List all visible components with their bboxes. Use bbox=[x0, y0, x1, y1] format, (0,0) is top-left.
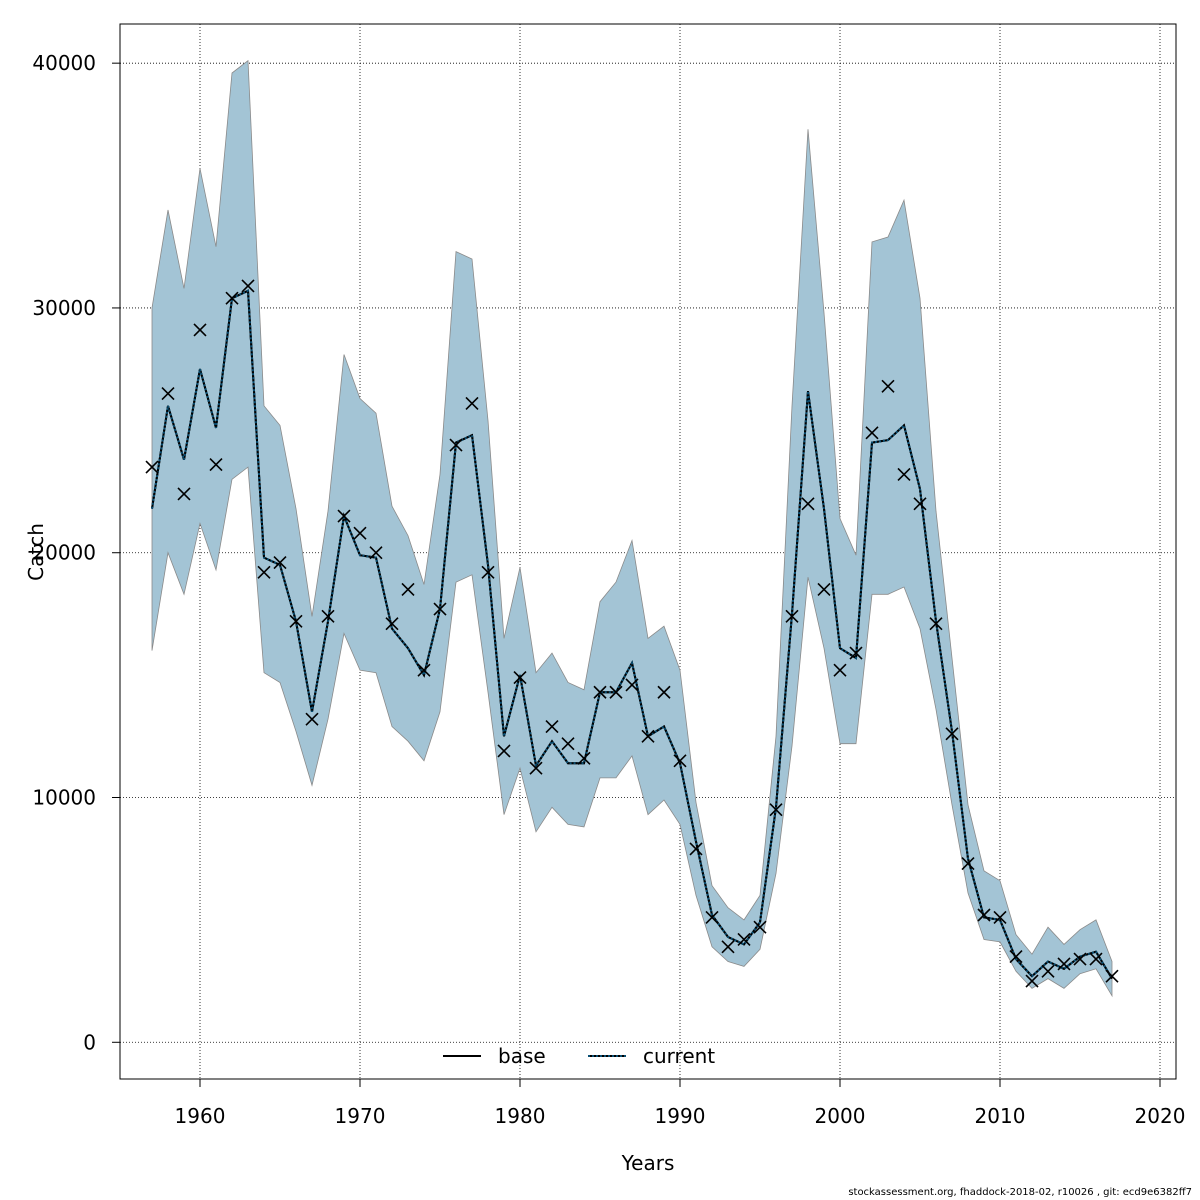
observed-point bbox=[1089, 952, 1103, 966]
observed-point bbox=[705, 910, 719, 925]
observed-point bbox=[305, 712, 319, 726]
y-axis-title: Catch bbox=[24, 523, 48, 581]
observed-point bbox=[1009, 950, 1023, 964]
observed-point bbox=[753, 920, 767, 934]
observed-point bbox=[145, 460, 159, 474]
observed-point bbox=[721, 940, 735, 954]
observed-point bbox=[321, 609, 335, 623]
observed-point bbox=[1057, 957, 1071, 971]
confidence-band bbox=[151, 59, 1113, 998]
series-layer bbox=[151, 289, 1113, 980]
y-tick-label: 20000 bbox=[32, 541, 96, 565]
y-tick-label: 40000 bbox=[32, 51, 96, 75]
observed-point bbox=[977, 908, 991, 922]
x-tick-label: 2000 bbox=[815, 1104, 866, 1128]
y-axis: 0 10000 20000 30000 40000 bbox=[32, 51, 121, 1054]
observed-points bbox=[145, 279, 1119, 988]
observed-point bbox=[1073, 952, 1087, 966]
observed-point bbox=[273, 555, 287, 570]
observed-point bbox=[401, 582, 415, 597]
x-axis: 1960 1970 1980 1990 2000 2010 2020 bbox=[175, 1078, 1186, 1128]
observed-point bbox=[449, 438, 463, 452]
observed-point bbox=[881, 379, 895, 393]
observed-point bbox=[609, 685, 623, 699]
observed-point bbox=[657, 685, 671, 699]
observed-point bbox=[241, 279, 255, 293]
observed-point bbox=[193, 323, 207, 337]
observed-point bbox=[1025, 974, 1039, 988]
observed-point bbox=[257, 565, 271, 579]
observed-point bbox=[801, 497, 815, 511]
observed-point bbox=[897, 467, 911, 481]
footnote: stockassessment.org, fhaddock-2018-02, r… bbox=[848, 1187, 1192, 1198]
observed-point bbox=[1041, 964, 1055, 978]
observed-point bbox=[465, 396, 479, 410]
observed-point bbox=[529, 761, 543, 775]
observed-point bbox=[961, 857, 975, 871]
observed-point bbox=[577, 751, 591, 765]
x-tick-label: 1980 bbox=[495, 1104, 546, 1128]
x-tick-label: 1960 bbox=[175, 1104, 226, 1128]
observed-point bbox=[993, 910, 1007, 925]
legend: base current bbox=[443, 1044, 715, 1068]
observed-point bbox=[945, 727, 959, 741]
observed-point bbox=[817, 582, 831, 597]
observed-point bbox=[593, 685, 607, 699]
observed-point bbox=[177, 487, 191, 501]
y-tick-label: 0 bbox=[83, 1030, 96, 1054]
observed-point bbox=[625, 678, 639, 692]
x-tick-label: 2010 bbox=[975, 1104, 1026, 1128]
observed-point bbox=[161, 387, 175, 401]
observed-point bbox=[417, 663, 431, 677]
observed-point bbox=[641, 729, 655, 743]
observed-point bbox=[929, 617, 943, 631]
observed-point bbox=[513, 670, 527, 685]
observed-point bbox=[353, 526, 367, 540]
y-tick-label: 10000 bbox=[32, 786, 96, 810]
observed-point bbox=[209, 458, 223, 472]
observed-point bbox=[769, 803, 783, 817]
y-tick-label: 30000 bbox=[32, 296, 96, 320]
observed-point bbox=[433, 602, 447, 616]
observed-point bbox=[369, 546, 383, 560]
x-tick-label: 1990 bbox=[655, 1104, 706, 1128]
x-tick-label: 2020 bbox=[1135, 1104, 1186, 1128]
observed-point bbox=[785, 609, 799, 623]
observed-point bbox=[849, 646, 863, 660]
x-axis-title: Years bbox=[621, 1151, 675, 1175]
observed-point bbox=[497, 744, 511, 758]
observed-point bbox=[545, 719, 559, 734]
x-tick-label: 1970 bbox=[335, 1104, 386, 1128]
legend-label-base: base bbox=[498, 1044, 546, 1068]
observed-point bbox=[337, 509, 351, 523]
observed-point bbox=[913, 497, 927, 511]
observed-point bbox=[481, 565, 495, 579]
observed-point bbox=[385, 617, 399, 631]
legend-label-current: current bbox=[643, 1044, 715, 1068]
observed-point bbox=[561, 737, 575, 751]
observed-point bbox=[673, 754, 687, 768]
observed-point bbox=[865, 426, 879, 440]
observed-point bbox=[1105, 969, 1119, 983]
observed-point bbox=[737, 932, 751, 947]
observed-point bbox=[289, 614, 303, 628]
observed-point bbox=[689, 842, 703, 856]
observed-point bbox=[833, 663, 847, 677]
observed-point bbox=[225, 291, 239, 305]
series-line-current bbox=[151, 289, 1113, 980]
